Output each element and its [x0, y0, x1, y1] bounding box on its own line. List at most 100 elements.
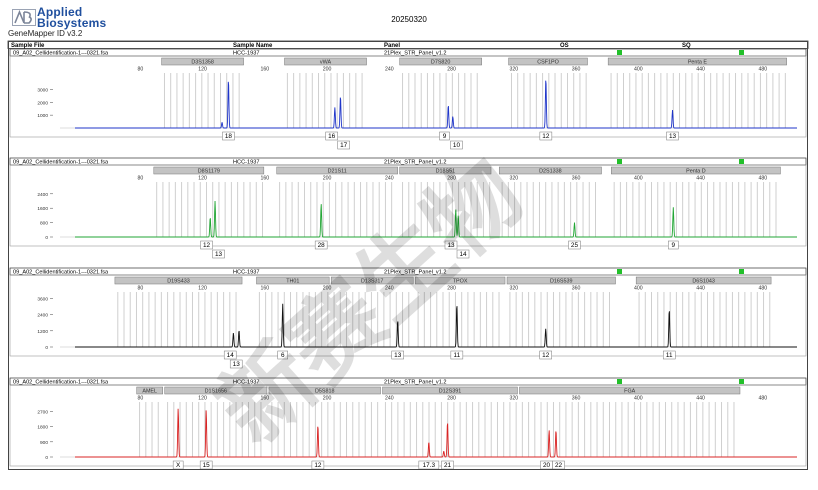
x-tick-label: 280 — [447, 176, 456, 182]
allele-call-box — [277, 350, 288, 360]
trace-line — [75, 200, 797, 238]
sq-status-indicator — [739, 379, 744, 384]
dye-panel-3: 09_A02_Cellidentification-1---0321.fsa HC… — [9, 267, 807, 369]
table-header-row: Sample File Sample Name Panel OS SQ — [7, 40, 809, 49]
locus-marker-label: FGA — [624, 389, 635, 395]
allele-call-box — [444, 240, 458, 250]
locus-marker-label: D3S1358 — [191, 60, 213, 66]
locus-marker — [161, 57, 244, 66]
y-tick-label: 0 — [45, 345, 48, 351]
allele-call-label: 14 — [227, 352, 235, 359]
locus-marker — [382, 386, 518, 395]
x-tick-label: 280 — [447, 396, 456, 402]
x-tick-label: 200 — [323, 396, 332, 402]
x-tick-label: 240 — [385, 176, 394, 182]
allele-call-box — [337, 140, 350, 150]
x-tick-label: 440 — [696, 286, 705, 292]
panel-name: 21Plex_STR_Panel_v1.2 — [384, 270, 447, 276]
locus-marker — [136, 386, 163, 395]
x-tick-label: 200 — [323, 176, 332, 182]
sq-status-indicator — [739, 50, 744, 55]
allele-call-label: 20 — [543, 462, 551, 469]
allele-call-label: 17.3 — [423, 462, 436, 469]
locus-marker-label: Penta E — [688, 60, 708, 66]
x-tick-label: 400 — [634, 176, 643, 182]
applied-biosystems-logo-icon — [12, 9, 36, 26]
allele-call-box — [325, 131, 338, 141]
x-tick-label: 400 — [634, 67, 643, 73]
allele-call-label: 12 — [542, 133, 550, 140]
x-tick-label: 320 — [509, 176, 518, 182]
allele-call-box — [539, 131, 553, 141]
sample-file-name: 09_A02_Cellidentification-1---0321.fsa — [13, 270, 109, 276]
x-tick-label: 320 — [509, 396, 518, 402]
allele-call-label: 21 — [444, 462, 452, 469]
panel-name: 21Plex_STR_Panel_v1.2 — [384, 160, 447, 166]
x-tick-label: 360 — [572, 396, 581, 402]
x-tick-label: 80 — [137, 396, 143, 402]
allele-call-label: 22 — [555, 462, 563, 469]
locus-marker-label: Penta D — [686, 169, 706, 175]
x-tick-label: 160 — [261, 396, 270, 402]
locus-marker-label: D1S1656 — [205, 389, 227, 395]
allele-call-label: 13 — [394, 352, 402, 359]
x-tick-label: 480 — [758, 396, 767, 402]
locus-marker-label: D7S820 — [431, 60, 450, 66]
sq-status-indicator — [739, 159, 744, 164]
locus-marker-label: D6S1043 — [692, 279, 714, 285]
allele-call-label: 16 — [328, 133, 336, 140]
x-tick-label: 480 — [758, 67, 767, 73]
x-tick-label: 80 — [137, 176, 143, 182]
x-tick-label: 240 — [385, 396, 394, 402]
x-tick-label: 160 — [261, 67, 270, 73]
brand-name-line2: Biosystems — [37, 16, 107, 30]
sample-file-header: Sample File — [11, 43, 45, 49]
locus-marker — [330, 276, 414, 285]
allele-call-label: 9 — [672, 242, 676, 249]
x-tick-label: 280 — [447, 286, 456, 292]
sample-file-name: 09_A02_Cellidentification-1---0321.fsa — [13, 51, 109, 57]
trace-line — [75, 408, 797, 458]
locus-marker-label: D16S539 — [550, 279, 572, 285]
allele-call-label: 12 — [542, 352, 550, 359]
allele-call-box — [223, 350, 237, 360]
x-tick-label: 120 — [198, 396, 207, 402]
y-tick-label: 3600 — [37, 296, 48, 302]
locus-marker — [153, 166, 265, 175]
x-tick-label: 240 — [385, 286, 394, 292]
sample-name: HCC-1937 — [233, 51, 259, 57]
os-status-indicator — [617, 269, 622, 274]
allele-call-box — [539, 350, 552, 360]
allele-call-label: 12 — [203, 242, 211, 249]
x-tick-label: 80 — [137, 67, 143, 73]
report-header: Applied Biosystems GeneMapper ID v3.2 20… — [0, 0, 818, 40]
x-tick-label: 160 — [261, 286, 270, 292]
x-tick-label: 280 — [447, 67, 456, 73]
allele-call-label: 14 — [459, 251, 467, 258]
locus-marker-label: CSF1PO — [537, 60, 559, 66]
x-tick-label: 360 — [572, 176, 581, 182]
locus-marker — [498, 166, 602, 175]
locus-marker — [607, 57, 787, 66]
x-tick-label: 400 — [634, 396, 643, 402]
y-tick-label: 900 — [40, 440, 48, 446]
locus-marker-label: D5S818 — [315, 389, 334, 395]
y-tick-label: 1000 — [37, 113, 48, 119]
x-tick-label: 440 — [696, 67, 705, 73]
locus-marker — [399, 57, 482, 66]
panel-outline — [9, 384, 807, 467]
allele-call-box — [666, 131, 679, 141]
y-tick-label: 2400 — [37, 192, 48, 198]
locus-marker — [164, 386, 268, 395]
locus-marker — [114, 276, 243, 285]
allele-call-box — [200, 240, 213, 250]
allele-call-label: 13 — [233, 361, 241, 368]
locus-marker — [399, 166, 492, 175]
allele-call-label: 11 — [454, 352, 461, 359]
allele-call-box — [314, 240, 328, 250]
panel-name: 21Plex_STR_Panel_v1.2 — [384, 380, 447, 386]
x-tick-label: 240 — [385, 67, 394, 73]
allele-call-box — [439, 131, 450, 141]
dye-panels: 09_A02_Cellidentification-1---0321.fsa HC… — [9, 48, 807, 470]
